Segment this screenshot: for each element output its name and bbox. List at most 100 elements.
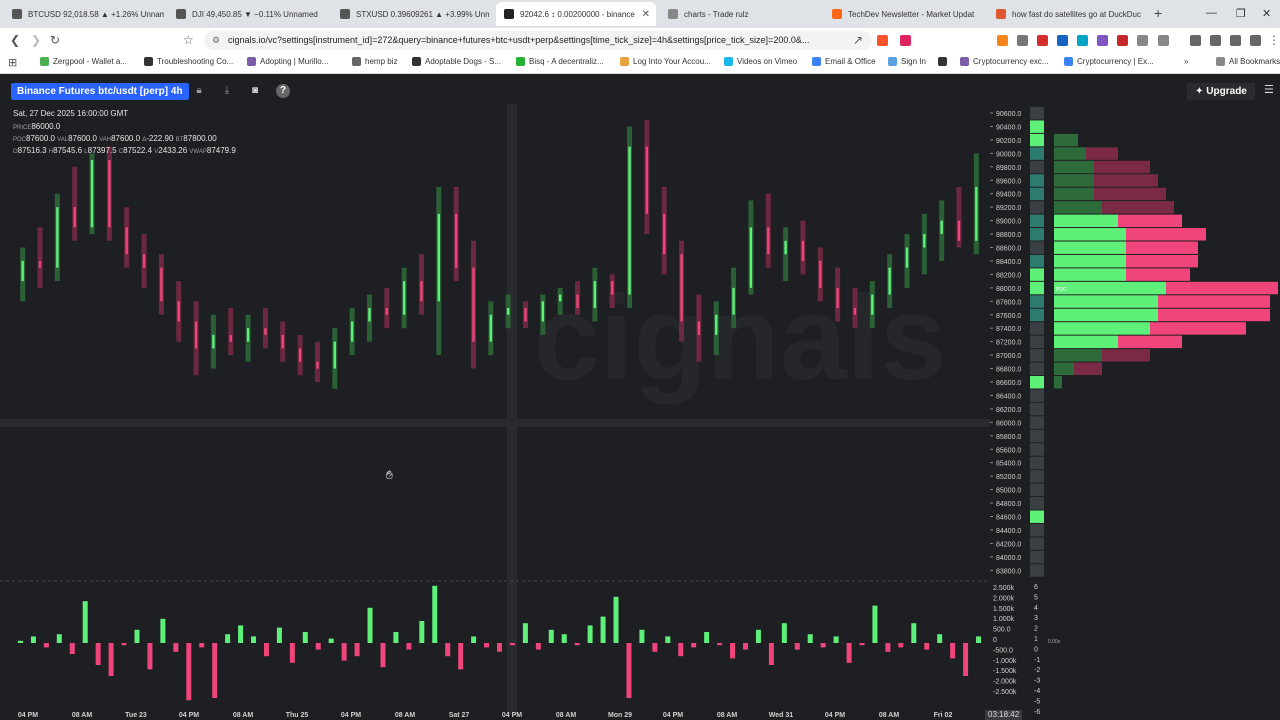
volume-bar	[354, 643, 360, 657]
volume-ticker-cell	[1030, 389, 1044, 402]
price-axis-label: 89400.0	[996, 192, 1021, 199]
bookmark-item[interactable]: Sign In	[888, 57, 926, 66]
browser-tab[interactable]: charts - Trade rulz	[660, 2, 820, 26]
extensions-puzzle-icon[interactable]	[1137, 35, 1148, 46]
bookmark-item[interactable]: Adoptable Dogs - S...	[412, 57, 501, 66]
sidebar-icon[interactable]	[1190, 35, 1201, 46]
profile-sell-bar	[1094, 174, 1158, 187]
restore-icon[interactable]: ❐	[1236, 8, 1246, 20]
all-bookmarks[interactable]: All Bookmarks	[1216, 57, 1280, 66]
profile-buy-bar	[1054, 254, 1126, 268]
bookmark-favicon-icon	[960, 57, 969, 66]
price-axis-label: 88200.0	[996, 272, 1021, 279]
share-icon[interactable]: ↗	[853, 33, 864, 47]
site-settings-icon[interactable]: ⚙	[212, 35, 221, 45]
profile-buy-bar	[1054, 201, 1102, 214]
browser-tab[interactable]: TechDev Newsletter - Market Updat	[824, 2, 984, 26]
candle-range	[956, 186, 962, 248]
bookmark-item[interactable]: Cryptocurrency | Ex...	[1064, 57, 1154, 66]
minimize-icon[interactable]: —	[1206, 7, 1217, 19]
candle-body	[73, 207, 76, 228]
info-key: VWAP	[189, 149, 207, 155]
hamburger-menu-icon[interactable]: ☰	[1264, 84, 1274, 96]
download-icon[interactable]: ⤓	[224, 85, 230, 96]
volume-ticker-cell	[1030, 147, 1044, 160]
camera-icon[interactable]: ◙	[251, 85, 259, 96]
close-tab-icon[interactable]: ✕	[641, 8, 650, 20]
vpn-icon[interactable]	[1250, 35, 1261, 46]
apps-grid-icon[interactable]: ⊞	[8, 57, 18, 69]
profile-sell-bar	[1074, 362, 1102, 375]
footprint-chart[interactable]: cignals 90600.0 90400.0 90200.0 90000.0 89800…	[0, 74, 1280, 720]
extension-icon[interactable]	[1037, 35, 1048, 46]
back-icon[interactable]: ❮	[10, 33, 21, 47]
extension-icon[interactable]	[1017, 35, 1028, 46]
volume-ticker-cell	[1030, 523, 1044, 537]
bookmark-item[interactable]: Videos on Vimeo	[724, 57, 797, 66]
bookmark-item[interactable]: Bisq - A decentraliz...	[516, 57, 604, 66]
bookmark-item[interactable]: hemp biz	[352, 57, 397, 66]
price-axis-label: 88600.0	[996, 246, 1021, 253]
metamask-icon[interactable]	[997, 35, 1008, 46]
extension-icon[interactable]	[1077, 35, 1088, 46]
bookmarks-overflow-icon[interactable]: »	[1184, 57, 1189, 66]
browser-tab[interactable]: BTCUSD 92,018.58 ▲ +1.26% Unnam	[4, 2, 164, 26]
price-axis-label: 89200.0	[996, 205, 1021, 212]
bookmark-item[interactable]	[938, 57, 951, 66]
bookmark-item[interactable]: Adopting | Murillo...	[247, 57, 328, 66]
volume-bar	[199, 643, 205, 648]
browser-tab-bar: BTCUSD 92,018.58 ▲ +1.26% Unnam DJI 49,45…	[0, 0, 1280, 28]
close-window-icon[interactable]: ✕	[1262, 8, 1272, 20]
browser-tab[interactable]: DJI 49,450.85 ▼ −0.11% Unnamed	[168, 2, 328, 26]
lock-icon[interactable]: 🔒︎	[196, 85, 202, 96]
volume-ticker-cell	[1030, 376, 1044, 389]
bookmark-label: Adoptable Dogs - S...	[425, 57, 502, 66]
volume-ticker-cell	[1030, 335, 1044, 349]
bookmark-star-icon[interactable]: ☆	[183, 33, 194, 47]
upgrade-button[interactable]: ✦ Upgrade	[1187, 83, 1255, 100]
brave-rewards-icon[interactable]	[900, 35, 911, 46]
reload-icon[interactable]: ↻	[50, 33, 61, 47]
bookmark-label: Troubleshooting Co...	[157, 57, 234, 66]
leo-icon[interactable]	[1230, 35, 1241, 46]
browser-tab-label: 92042.6 ↕ 0.00200000 - binance	[520, 9, 635, 19]
profile-buy-bar	[1054, 268, 1126, 281]
brave-shield-icon[interactable]	[877, 35, 888, 46]
browser-tab[interactable]: STXUSD 0.39609261 ▲ +3.99% Unn	[332, 2, 492, 26]
bookmark-item[interactable]: Troubleshooting Co...	[144, 57, 233, 66]
volume-axis-label: -1.000k	[993, 658, 1017, 665]
volume-bar	[652, 643, 658, 652]
extension-icon[interactable]	[1057, 35, 1068, 46]
volume-bar	[924, 643, 930, 650]
browser-tab-label: STXUSD 0.39609261 ▲ +3.99% Unn	[356, 9, 490, 19]
volume-bar	[341, 643, 347, 661]
info-key: H	[48, 149, 54, 155]
volume-bar	[186, 643, 192, 701]
wallet-icon[interactable]	[1210, 35, 1221, 46]
bookmark-item[interactable]: Zergpool - Wallet a...	[40, 57, 127, 66]
instrument-selector[interactable]: Binance Futures btc/usdt [perp] 4h	[11, 83, 189, 100]
volume-bar	[147, 643, 153, 670]
bookmark-item[interactable]: Email & Office	[812, 57, 876, 66]
extension-icon[interactable]	[1097, 35, 1108, 46]
volume-bar	[238, 625, 244, 643]
bookmark-item[interactable]: Cryptocurrency exc...	[960, 57, 1049, 66]
new-tab-button[interactable]: +	[1154, 5, 1163, 21]
extension-icon[interactable]	[1158, 35, 1169, 46]
url-field[interactable]: ⚙ cignals.io/vc?settings[instrument_id]=2…	[204, 31, 872, 50]
menu-icon[interactable]: ⋮	[1268, 33, 1280, 47]
volume-ticker-cell	[1030, 470, 1044, 483]
time-axis-label: Tue 23	[125, 712, 147, 719]
bookmarks-bar: ⊞ » All Bookmarks Zergpool - Wallet a...…	[0, 53, 1280, 74]
extension-icon[interactable]	[1117, 35, 1128, 46]
help-icon[interactable]: ?	[276, 84, 290, 98]
browser-tab[interactable]: 92042.6 ↕ 0.00200000 - binance ✕	[496, 2, 656, 26]
browser-tab[interactable]: how fast do satellites go at DuckDuc	[988, 2, 1148, 26]
forward-icon[interactable]: ❯	[31, 33, 42, 47]
candle-body	[819, 260, 822, 288]
candle-body	[576, 294, 579, 309]
candle-body	[333, 341, 336, 369]
volume-bar	[30, 636, 36, 643]
bookmark-item[interactable]: Log Into Your Accou...	[620, 57, 711, 66]
candle-body	[836, 287, 839, 309]
